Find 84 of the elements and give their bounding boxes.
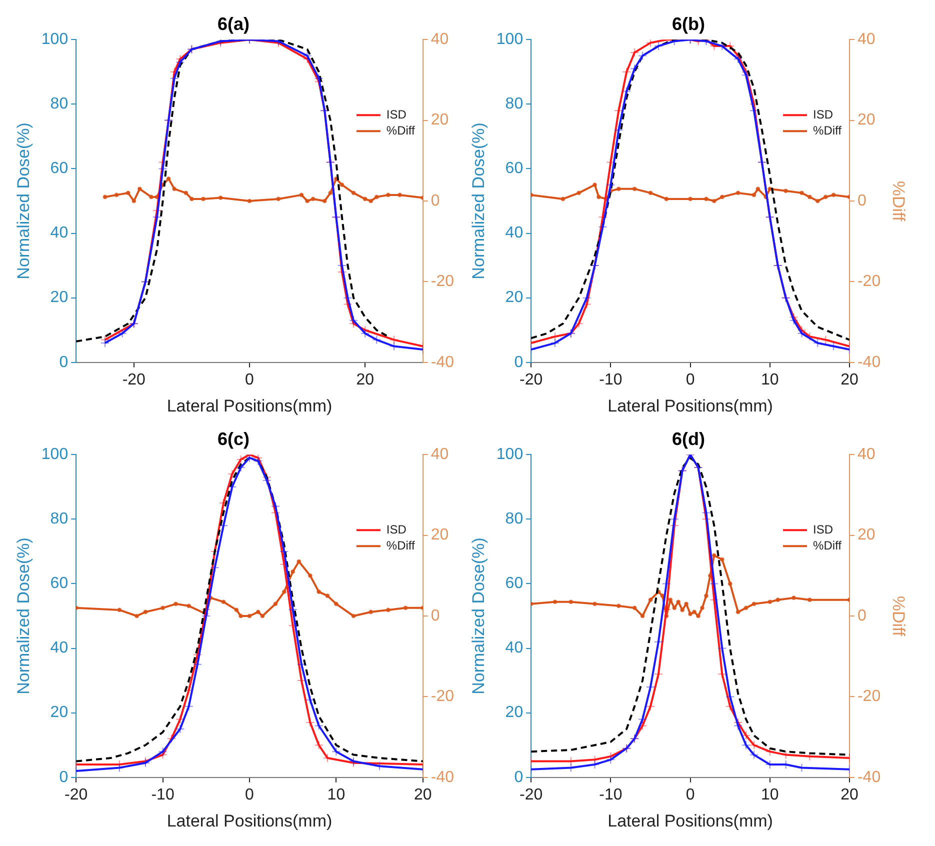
y2-tick-label: 40 bbox=[857, 446, 876, 464]
y-tick-label: 40 bbox=[505, 640, 524, 657]
y2-tick-label: 0 bbox=[857, 607, 866, 624]
y-tick-label: 100 bbox=[41, 446, 68, 464]
y-tick-label: 40 bbox=[50, 224, 68, 242]
y-tick-label: 20 bbox=[505, 289, 524, 306]
y-tick-label: 60 bbox=[50, 160, 68, 178]
y2-tick-label: -20 bbox=[857, 688, 881, 706]
y-tick-label: 60 bbox=[50, 575, 68, 592]
legend-label: ISD bbox=[386, 107, 407, 122]
x-tick-label: 0 bbox=[245, 786, 254, 804]
legend-label: %Diff bbox=[813, 538, 842, 552]
x-tick-label: 20 bbox=[414, 786, 432, 804]
y2-tick-label: -20 bbox=[430, 273, 454, 290]
y2-axis-title: %Diff bbox=[889, 596, 908, 636]
legend-label: ISD bbox=[386, 522, 407, 536]
x-axis-title: Lateral Positions(mm) bbox=[166, 811, 332, 830]
y-tick-label: 80 bbox=[50, 96, 68, 113]
y-tick-label: 80 bbox=[505, 510, 524, 528]
x-tick-label: 10 bbox=[760, 371, 779, 388]
y2-tick-label: 40 bbox=[857, 31, 876, 48]
x-tick-label: 20 bbox=[840, 371, 858, 388]
y-tick-label: 20 bbox=[50, 704, 68, 722]
y-tick-label: 0 bbox=[59, 354, 68, 371]
y-tick-label: 80 bbox=[50, 510, 68, 528]
y2-tick-label: 20 bbox=[430, 112, 449, 129]
x-tick-label: -20 bbox=[520, 371, 543, 388]
y2-tick-label: 20 bbox=[430, 526, 449, 544]
y-tick-label: 40 bbox=[50, 640, 68, 657]
chart-title: 6(b) bbox=[672, 14, 705, 34]
x-tick-label: -20 bbox=[64, 786, 88, 804]
y-tick-label: 0 bbox=[514, 768, 524, 786]
x-tick-label: 0 bbox=[686, 786, 695, 804]
y2-tick-label: -40 bbox=[857, 768, 881, 786]
y-tick-label: 60 bbox=[505, 160, 524, 178]
x-tick-label: -10 bbox=[151, 786, 174, 804]
y-tick-label: 80 bbox=[505, 96, 524, 113]
y2-tick-label: 20 bbox=[857, 526, 876, 544]
x-tick-label: -10 bbox=[599, 786, 622, 804]
y-tick-label: 0 bbox=[59, 768, 68, 786]
y2-tick-label: -20 bbox=[857, 273, 881, 290]
x-tick-label: 10 bbox=[327, 786, 346, 804]
chart-title: 6(d) bbox=[672, 428, 705, 449]
y2-tick-label: -20 bbox=[430, 688, 454, 706]
x-tick-label: -20 bbox=[122, 371, 146, 388]
y2-axis-title: %Diff bbox=[889, 180, 908, 222]
y-tick-label: 100 bbox=[496, 446, 524, 464]
y-axis-title: Normalized Dose(%) bbox=[468, 122, 488, 280]
y2-tick-label: 0 bbox=[857, 192, 866, 210]
x-tick-label: 20 bbox=[840, 786, 858, 804]
y-axis-title: Normalized Dose(%) bbox=[14, 538, 33, 694]
y-tick-label: 40 bbox=[505, 224, 524, 242]
y-axis-title: Normalized Dose(%) bbox=[14, 122, 33, 280]
y-tick-label: 0 bbox=[514, 354, 524, 371]
y2-tick-label: 20 bbox=[857, 112, 876, 129]
y-tick-label: 20 bbox=[50, 289, 68, 306]
x-axis-title: Lateral Positions(mm) bbox=[166, 396, 332, 416]
x-tick-label: -10 bbox=[599, 371, 622, 388]
y2-tick-label: 0 bbox=[430, 192, 440, 210]
y-tick-label: 100 bbox=[496, 31, 524, 48]
y-tick-label: 60 bbox=[505, 575, 524, 592]
legend-label: %Diff bbox=[386, 123, 416, 138]
y2-tick-label: -40 bbox=[857, 354, 881, 371]
y2-tick-label: -40 bbox=[430, 768, 454, 786]
legend-label: %Diff bbox=[386, 538, 416, 552]
x-tick-label: 0 bbox=[245, 371, 254, 388]
y-tick-label: 20 bbox=[505, 704, 524, 722]
legend-label: %Diff bbox=[813, 123, 842, 138]
legend-label: ISD bbox=[813, 522, 834, 536]
y-tick-label: 100 bbox=[41, 31, 68, 48]
y2-tick-label: 40 bbox=[430, 31, 449, 48]
legend-label: ISD bbox=[813, 107, 834, 122]
x-tick-label: -20 bbox=[520, 786, 543, 804]
y2-tick-label: 0 bbox=[430, 607, 440, 624]
x-tick-label: 10 bbox=[760, 786, 779, 804]
y-axis-title: Normalized Dose(%) bbox=[468, 538, 488, 694]
x-tick-label: 20 bbox=[356, 371, 374, 388]
x-axis-title: Lateral Positions(mm) bbox=[608, 811, 773, 830]
y2-tick-label: -40 bbox=[430, 354, 454, 371]
x-axis-title: Lateral Positions(mm) bbox=[608, 396, 773, 416]
chart-title: 6(c) bbox=[217, 428, 250, 449]
chart-title: 6(a) bbox=[217, 14, 250, 34]
y2-tick-label: 40 bbox=[430, 446, 449, 464]
x-tick-label: 0 bbox=[686, 371, 695, 388]
